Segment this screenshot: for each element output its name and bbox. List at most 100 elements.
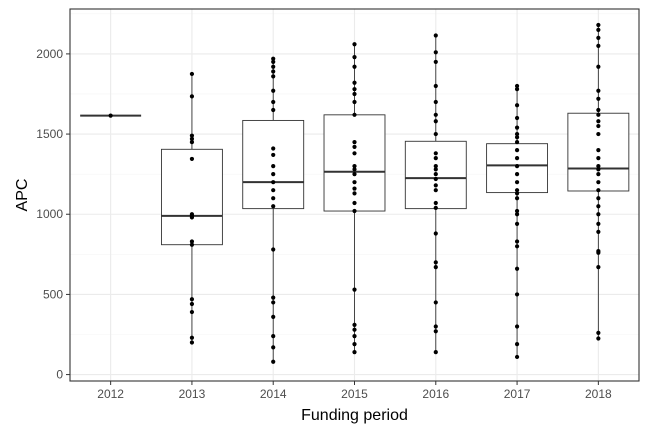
data-point <box>189 297 195 302</box>
data-point <box>189 340 195 345</box>
data-point <box>433 83 438 89</box>
data-point <box>596 164 601 169</box>
y-tick-label: 2000 <box>36 47 63 61</box>
data-point <box>433 200 438 206</box>
data-point <box>352 350 357 355</box>
x-tick-label: 2016 <box>422 387 449 401</box>
data-point <box>271 164 276 169</box>
data-point <box>352 180 357 185</box>
x-tick-label: 2017 <box>504 387 531 401</box>
data-point <box>596 107 601 113</box>
x-axis: 2012 2013 2014 2015 2016 2017 2018 <box>97 381 612 401</box>
data-point <box>514 87 520 92</box>
data-point <box>352 186 357 191</box>
data-point <box>352 342 357 347</box>
data-point <box>433 260 438 265</box>
data-point <box>352 334 357 339</box>
data-point <box>352 144 357 149</box>
data-point <box>271 359 276 364</box>
data-point <box>271 74 276 79</box>
data-point <box>514 164 520 169</box>
data-point <box>596 156 601 161</box>
y-tick-label: 500 <box>43 287 63 301</box>
data-point <box>189 71 195 77</box>
data-point <box>433 265 438 270</box>
data-point <box>514 156 520 161</box>
data-point <box>433 112 438 117</box>
data-point <box>596 148 601 153</box>
data-point <box>352 42 357 47</box>
y-axis-title: APC <box>14 179 31 212</box>
data-point <box>514 221 520 226</box>
data-point <box>433 205 438 210</box>
data-point <box>352 87 357 92</box>
data-point <box>352 99 357 105</box>
x-tick-label: 2018 <box>585 387 612 401</box>
data-point <box>352 287 357 292</box>
data-point <box>433 329 438 334</box>
data-point <box>514 354 520 360</box>
data-point <box>271 314 276 319</box>
data-point <box>433 59 438 65</box>
data-point <box>271 247 276 252</box>
y-tick-label: 1000 <box>36 207 63 221</box>
data-point <box>514 324 520 329</box>
data-point <box>596 35 601 40</box>
data-point <box>514 342 520 347</box>
data-point <box>189 94 195 99</box>
data-point <box>352 80 357 85</box>
y-tick-label: 1500 <box>36 127 63 141</box>
data-point <box>514 83 520 89</box>
data-point <box>189 242 195 247</box>
data-point <box>189 309 195 315</box>
data-point <box>596 131 601 137</box>
data-point <box>271 146 276 151</box>
data-point <box>433 350 438 355</box>
data-point <box>433 50 438 55</box>
data-point <box>433 183 438 188</box>
box-2015 <box>323 114 386 212</box>
data-point <box>189 136 195 141</box>
data-point <box>352 151 357 156</box>
data-point <box>514 115 520 121</box>
data-point <box>514 212 520 217</box>
data-point <box>514 266 520 271</box>
data-point <box>271 188 276 193</box>
data-point <box>271 295 276 300</box>
data-point <box>352 322 357 327</box>
data-point <box>271 300 276 305</box>
data-point <box>596 88 601 93</box>
data-point <box>596 96 601 101</box>
data-point <box>189 156 195 162</box>
data-point <box>514 172 520 177</box>
data-point <box>596 180 601 185</box>
data-point <box>596 196 601 201</box>
data-point <box>352 191 357 196</box>
data-point <box>596 112 601 117</box>
data-point <box>433 119 438 124</box>
data-point <box>433 176 438 182</box>
data-point <box>189 139 195 145</box>
data-points <box>108 22 601 364</box>
data-point <box>596 43 601 48</box>
data-point <box>514 180 520 185</box>
data-point <box>271 107 276 113</box>
data-point <box>433 231 438 236</box>
data-point <box>271 69 276 74</box>
data-point <box>433 188 438 193</box>
data-point <box>596 221 601 226</box>
data-point <box>352 167 357 172</box>
data-point <box>596 119 601 124</box>
data-point <box>352 91 357 97</box>
data-point <box>596 27 601 32</box>
data-point <box>514 191 520 196</box>
data-point <box>433 167 438 172</box>
data-point <box>352 64 357 69</box>
data-point <box>271 180 276 185</box>
data-point <box>271 334 276 339</box>
data-point <box>352 208 357 214</box>
data-point <box>514 148 520 153</box>
data-point <box>271 196 276 201</box>
data-point <box>433 99 438 105</box>
